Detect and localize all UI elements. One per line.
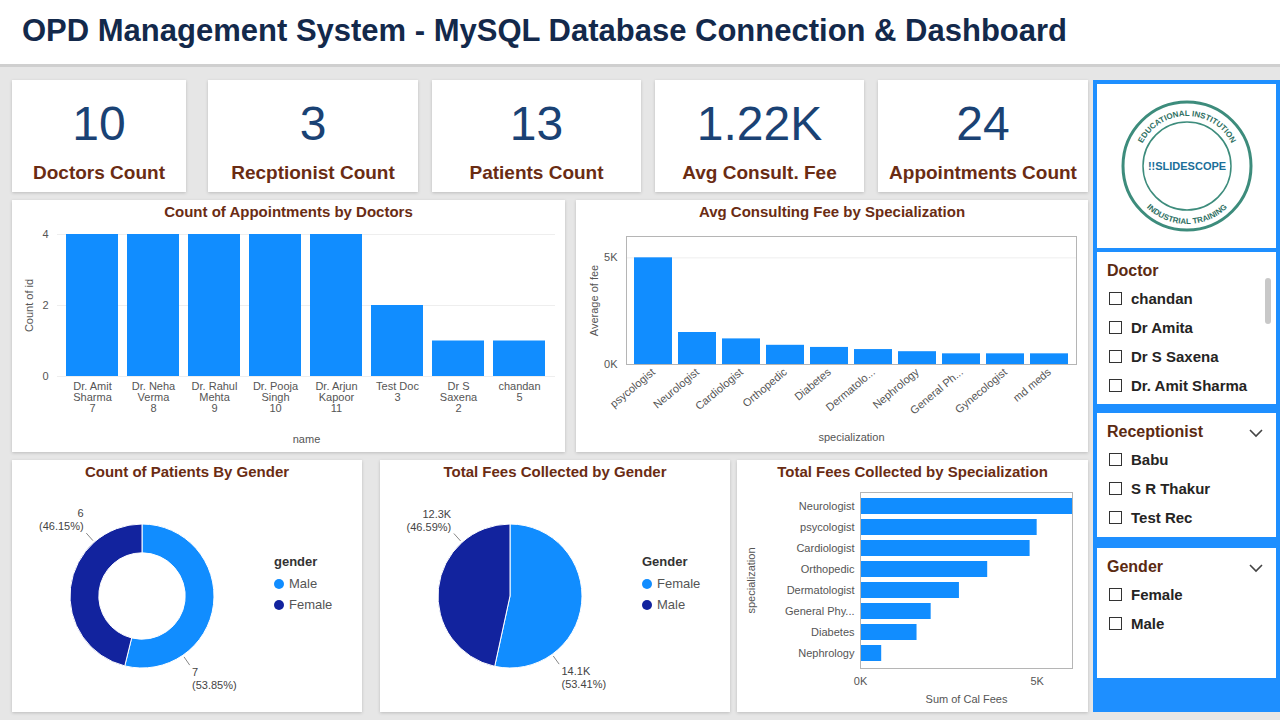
svg-text:psycologist: psycologist (608, 366, 657, 410)
svg-text:6(46.15%): 6(46.15%) (39, 507, 84, 532)
html-text:Gender: Gender (1107, 558, 1163, 575)
svg-text:0K: 0K (854, 675, 868, 687)
svg-text:4: 4 (42, 228, 48, 240)
svg-text:0K: 0K (604, 358, 618, 370)
html-text:Recptionist Count: Recptionist Count (231, 162, 395, 183)
html-text:S R Thakur: S R Thakur (1131, 480, 1211, 497)
svg-text:Gynecologist: Gynecologist (953, 366, 1009, 416)
svg-text:Diabetes: Diabetes (811, 626, 855, 638)
svg-text:specialization: specialization (745, 547, 757, 613)
svg-text:Orthopedic: Orthopedic (801, 563, 855, 575)
svg-text:Gender: Gender (642, 554, 688, 569)
svg-text:Dr SSaxena2: Dr SSaxena2 (440, 380, 478, 414)
html-text:Count of Appointments by Docto: Count of Appointments by Doctors (164, 203, 413, 220)
svg-text:Male: Male (657, 597, 685, 612)
html-text:13: 13 (509, 97, 564, 150)
svg-text:Neurologist: Neurologist (650, 365, 701, 411)
svg-text:Male: Male (289, 576, 317, 591)
svg-text:Dr. NehaVerma8: Dr. NehaVerma8 (132, 380, 176, 414)
svg-text:12.3K(46.59%): 12.3K(46.59%) (407, 508, 452, 533)
html-text:Babu: Babu (1131, 451, 1169, 468)
html-text:Dr. Amit Sharma: Dr. Amit Sharma (1131, 377, 1248, 394)
svg-text:2: 2 (42, 299, 48, 311)
svg-text:name: name (293, 433, 321, 445)
svg-text:EDUCATIONAL INSTITUTION: EDUCATIONAL INSTITUTION (1136, 109, 1238, 145)
html-text:OPD Management System - MySQL: OPD Management System - MySQL Database C… (22, 13, 1067, 48)
svg-text:specialization: specialization (818, 431, 884, 443)
svg-text:Dr. PoojaSingh10: Dr. PoojaSingh10 (253, 380, 299, 414)
svg-text:Count of id: Count of id (23, 279, 35, 332)
svg-text:Dr. ArjunKapoor11: Dr. ArjunKapoor11 (315, 380, 357, 414)
html-text:Avg Consult. Fee: Avg Consult. Fee (682, 162, 837, 183)
svg-text:Sum of Cal Fees: Sum of Cal Fees (926, 693, 1008, 705)
html-text:Patients Count: Patients Count (469, 162, 604, 183)
svg-text:Cardiologist: Cardiologist (796, 542, 854, 554)
svg-text:7(53.85%): 7(53.85%) (192, 666, 237, 691)
html-text:Appointments Count: Appointments Count (889, 162, 1077, 183)
svg-text:5K: 5K (1030, 675, 1044, 687)
svg-text:gender: gender (274, 554, 317, 569)
svg-text:0: 0 (42, 370, 48, 382)
svg-text:5K: 5K (604, 251, 618, 263)
html-text:Doctor: Doctor (1107, 262, 1159, 279)
svg-text:General Ph...: General Ph... (907, 365, 965, 417)
svg-text:Dr. AmitSharma7: Dr. AmitSharma7 (73, 380, 112, 414)
svg-text:Dr. RahulMehta9: Dr. RahulMehta9 (192, 380, 238, 414)
svg-text:Dermatolo...: Dermatolo... (823, 366, 877, 414)
html-text:Avg Consulting Fee by Speciali: Avg Consulting Fee by Specialization (698, 203, 966, 220)
svg-text:Neurologist: Neurologist (799, 500, 855, 512)
html-text:Test Rec: Test Rec (1131, 509, 1193, 526)
svg-text:Nephrology: Nephrology (798, 647, 855, 659)
html-text:24: 24 (956, 97, 1010, 150)
html-text:Female: Female (1131, 586, 1183, 603)
svg-text:Test Doc3: Test Doc3 (376, 380, 419, 403)
svg-text:psycologist: psycologist (800, 521, 854, 533)
html-text:chandan: chandan (1131, 290, 1193, 307)
svg-text:Average of fee: Average of fee (588, 265, 600, 336)
svg-text:chandan5: chandan5 (498, 380, 540, 403)
svg-text:Female: Female (657, 576, 700, 591)
svg-text:Female: Female (289, 597, 332, 612)
html-text:Dr Amita: Dr Amita (1131, 319, 1193, 336)
html-text:3: 3 (299, 97, 327, 150)
svg-text:md meds: md meds (1011, 365, 1054, 404)
html-text:Dr S Saxena: Dr S Saxena (1131, 348, 1219, 365)
svg-text:Diabetes: Diabetes (792, 365, 833, 402)
html-text:10: 10 (72, 97, 126, 150)
svg-text:General Phy...: General Phy... (785, 605, 855, 617)
svg-text:14.1K(53.41%): 14.1K(53.41%) (561, 665, 606, 690)
svg-text:Dermatologist: Dermatologist (787, 584, 855, 596)
html-text:Receptionist: Receptionist (1107, 423, 1203, 440)
html-text:Male: Male (1131, 615, 1165, 632)
html-text:Total Fees Collected by Specia: Total Fees Collected by Specialization (777, 463, 1048, 480)
html-text:1.22K: 1.22K (696, 97, 823, 150)
html-text:Total Fees Collected by Gender: Total Fees Collected by Gender (443, 463, 667, 480)
svg-text:!!SLIDESCOPE: !!SLIDESCOPE (1148, 160, 1226, 172)
svg-text:INDUSTRIAL TRAINING: INDUSTRIAL TRAINING (1145, 202, 1229, 226)
svg-text:Nephrology: Nephrology (870, 365, 921, 411)
html-text:Count of Patients By Gender: Count of Patients By Gender (84, 463, 290, 480)
svg-text:Cardiologist: Cardiologist (693, 366, 745, 413)
html-text:Doctors Count: Doctors Count (33, 162, 165, 183)
svg-text:Orthopedic: Orthopedic (740, 365, 789, 409)
